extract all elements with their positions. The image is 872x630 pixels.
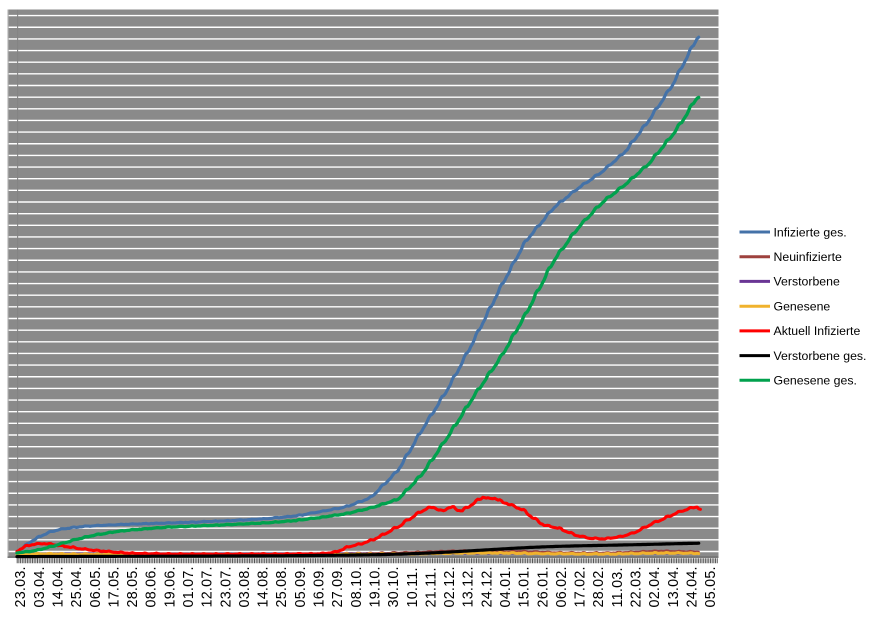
svg-text:19.10.: 19.10. — [367, 566, 383, 607]
svg-text:14.04.: 14.04. — [50, 566, 66, 607]
svg-text:25.04.: 25.04. — [69, 566, 85, 607]
svg-text:14.08.: 14.08. — [256, 566, 272, 607]
svg-text:23.07.: 23.07. — [218, 566, 234, 607]
svg-text:26.01.: 26.01. — [535, 566, 551, 607]
svg-text:04.01.: 04.01. — [498, 566, 514, 607]
svg-text:24.12.: 24.12. — [479, 566, 495, 607]
svg-text:17.05.: 17.05. — [106, 566, 122, 607]
svg-text:17.02.: 17.02. — [573, 566, 589, 607]
svg-text:Neuinfizierte: Neuinfizierte — [774, 250, 843, 264]
svg-text:Infizierte ges.: Infizierte ges. — [774, 225, 847, 239]
svg-text:28.05.: 28.05. — [125, 566, 141, 607]
svg-text:02.04.: 02.04. — [647, 566, 663, 607]
svg-text:Aktuell Infizierte: Aktuell Infizierte — [774, 324, 861, 338]
svg-text:03.04.: 03.04. — [32, 566, 48, 607]
svg-text:02.12.: 02.12. — [442, 566, 458, 607]
svg-text:Genesene ges.: Genesene ges. — [774, 374, 857, 388]
svg-text:19.06.: 19.06. — [162, 566, 178, 607]
svg-text:Verstorbene: Verstorbene — [774, 275, 840, 289]
svg-text:03.08.: 03.08. — [237, 566, 253, 607]
svg-text:13.04.: 13.04. — [666, 566, 682, 607]
svg-text:06.05.: 06.05. — [88, 566, 104, 607]
svg-text:15.01.: 15.01. — [517, 566, 533, 607]
svg-text:Genesene: Genesene — [774, 300, 831, 314]
svg-text:12.07.: 12.07. — [200, 566, 216, 607]
svg-text:13.12.: 13.12. — [461, 566, 477, 607]
svg-text:28.02.: 28.02. — [591, 566, 607, 607]
svg-text:Verstorbene ges.: Verstorbene ges. — [774, 349, 867, 363]
svg-text:25.08.: 25.08. — [274, 566, 290, 607]
svg-text:21.11.: 21.11. — [423, 567, 439, 607]
svg-text:08.06.: 08.06. — [144, 566, 160, 607]
svg-text:16.09.: 16.09. — [312, 566, 328, 607]
svg-text:27.09.: 27.09. — [330, 566, 346, 607]
svg-text:05.09.: 05.09. — [293, 566, 309, 607]
svg-text:08.10.: 08.10. — [349, 566, 365, 607]
svg-text:11.03.: 11.03. — [610, 567, 626, 607]
svg-text:23.03.: 23.03. — [13, 566, 29, 607]
svg-text:01.07.: 01.07. — [181, 566, 197, 607]
svg-text:22.03.: 22.03. — [628, 566, 644, 607]
svg-text:06.02.: 06.02. — [554, 566, 570, 607]
svg-text:30.10.: 30.10. — [386, 566, 402, 607]
svg-text:05.05.: 05.05. — [703, 566, 719, 607]
svg-text:24.04.: 24.04. — [684, 566, 700, 607]
svg-text:10.11.: 10.11. — [405, 567, 421, 607]
